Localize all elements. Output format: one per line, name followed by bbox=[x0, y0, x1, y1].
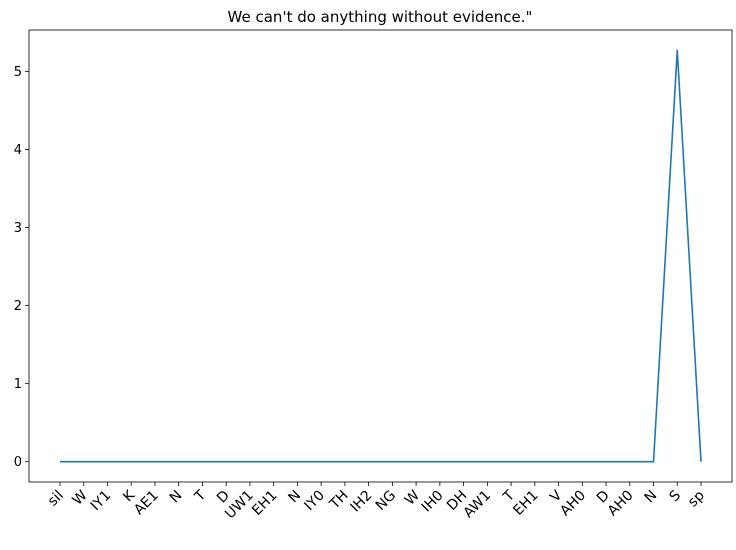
y-tick-label: 4 bbox=[14, 143, 22, 158]
x-tick-label: IH2 bbox=[347, 488, 375, 516]
x-tick-label: IY0 bbox=[301, 488, 328, 515]
x-tick-label: IY1 bbox=[88, 488, 115, 515]
x-tick-label: sil bbox=[45, 488, 67, 510]
series-group bbox=[60, 49, 702, 463]
x-tick-label: S bbox=[666, 487, 684, 505]
x-tick-label: N bbox=[167, 488, 186, 507]
x-tick-label: TH bbox=[326, 488, 352, 514]
x-tick-label: sp bbox=[685, 487, 708, 510]
y-axis: 0 1 2 3 4 5 bbox=[14, 65, 29, 470]
series-line bbox=[60, 49, 702, 463]
x-tick-label: AH0 bbox=[557, 488, 589, 520]
y-tick-label: 2 bbox=[14, 299, 22, 314]
x-tick-label: T bbox=[191, 487, 209, 505]
x-tick-label: AW1 bbox=[461, 488, 495, 522]
x-tick-label: N bbox=[642, 488, 661, 507]
y-tick-label: 3 bbox=[14, 221, 22, 236]
x-tick-label: EH1 bbox=[249, 488, 280, 519]
chart-title: We can't do anything without evidence." bbox=[228, 8, 533, 26]
x-tick-label: AH0 bbox=[605, 488, 637, 520]
y-tick-label: 0 bbox=[14, 455, 22, 470]
x-tick-label: W bbox=[69, 487, 90, 508]
plot-frame bbox=[28, 29, 733, 483]
x-tick-label: IH0 bbox=[419, 488, 447, 516]
x-tick-label: NG bbox=[373, 488, 399, 514]
y-tick-label: 1 bbox=[14, 377, 22, 392]
x-tick-label: EH1 bbox=[510, 488, 541, 519]
x-tick-label: AE1 bbox=[131, 488, 162, 519]
y-tick-label: 5 bbox=[14, 65, 22, 80]
